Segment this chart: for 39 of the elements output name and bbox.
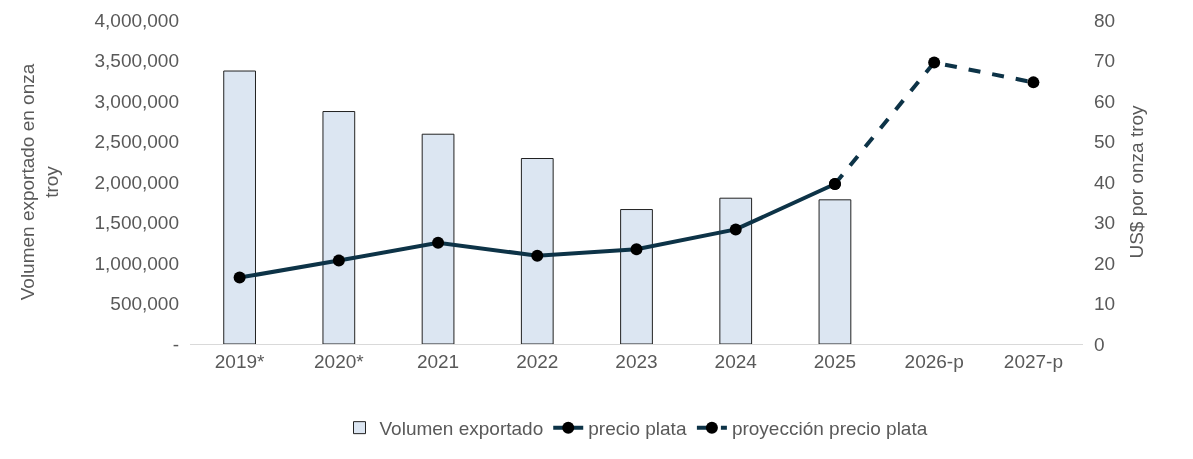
y2-tick-label: 50: [1094, 131, 1116, 153]
y2-tick-label: 30: [1094, 212, 1116, 234]
x-tick-label: 2023: [615, 350, 658, 372]
y-tick-label: 1,500,000: [94, 212, 179, 234]
bar: [520, 158, 554, 344]
y-tick-label: 500,000: [110, 293, 179, 315]
y-tick-label: 1,000,000: [94, 252, 179, 274]
y-tick-label: 3,000,000: [94, 90, 179, 112]
x-tick-label: 2026-p: [904, 350, 964, 372]
y-tick-label: 3,500,000: [94, 50, 179, 72]
y2-tick-label: 70: [1094, 50, 1116, 72]
bar: [719, 197, 753, 344]
y2-tick-label: 0: [1094, 333, 1105, 355]
x-tick-label: 2024: [714, 350, 758, 372]
y2-tick-label: 10: [1094, 293, 1116, 315]
y2-tick-label: 20: [1094, 252, 1116, 274]
x-tick-label: 2025: [813, 350, 857, 372]
bar: [818, 199, 852, 344]
bar: [620, 209, 653, 344]
bar: [421, 133, 455, 344]
bar: [223, 70, 256, 344]
bar: [322, 111, 356, 344]
y2-axis-title: US$ por onza troy: [1125, 104, 1147, 259]
y2-tick-label: 80: [1094, 9, 1116, 31]
x-tick-label: 2022: [516, 350, 559, 372]
y2-tick-label: 60: [1094, 90, 1116, 112]
x-tick-label: 2021: [416, 350, 460, 372]
y2-tick-label: 40: [1094, 171, 1116, 193]
legend-label: Volumen exportado: [379, 418, 544, 440]
x-tick-label: 2020*: [313, 350, 365, 372]
x-tick-label: 2027-p: [1003, 350, 1063, 372]
legend-label: precio plata: [588, 418, 687, 440]
y-tick-label: 2,500,000: [94, 131, 179, 153]
y-tick-label: 4,000,000: [94, 9, 179, 31]
legend-label: proyección precio plata: [731, 418, 928, 440]
y-axis-title: Volumen exportado en onza troy: [16, 63, 63, 301]
y-tick-label: -: [172, 333, 179, 355]
x-tick-label: 2019*: [214, 350, 266, 372]
y-tick-label: 2,000,000: [94, 171, 179, 193]
